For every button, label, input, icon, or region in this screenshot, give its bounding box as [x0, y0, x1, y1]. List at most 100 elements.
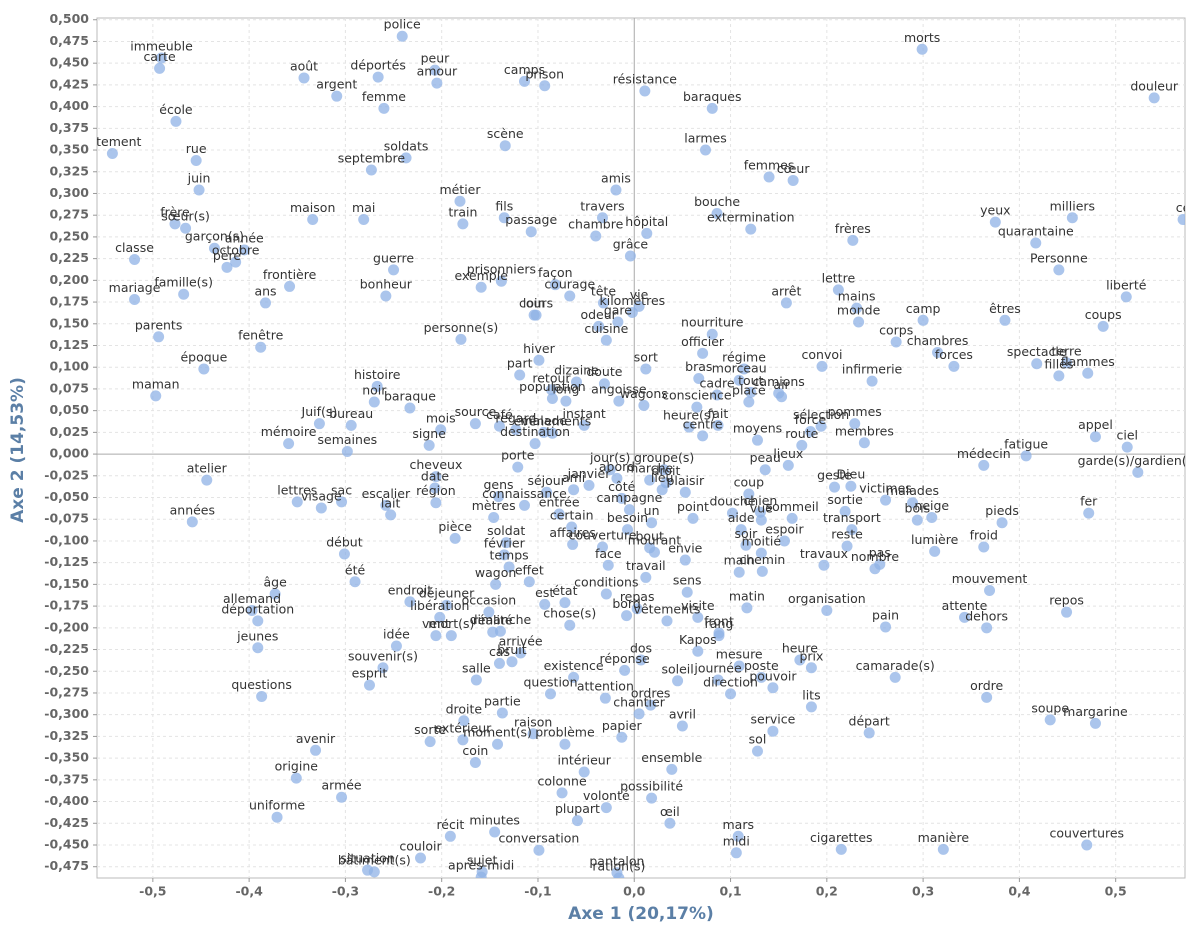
- point: [679, 486, 691, 498]
- point: [545, 384, 557, 396]
- point: [315, 502, 327, 514]
- point-label: wagon: [475, 565, 516, 580]
- point-label: flammes: [1061, 354, 1115, 369]
- point: [733, 660, 745, 672]
- point: [596, 212, 608, 224]
- point: [390, 640, 402, 652]
- point-label: Personne: [1030, 250, 1088, 265]
- point-label: bord: [612, 596, 640, 611]
- point: [415, 852, 427, 864]
- point-label: droite: [446, 701, 483, 716]
- point-label: fait: [708, 406, 729, 421]
- point-label: café: [486, 407, 513, 422]
- point-label: séjour: [527, 473, 566, 488]
- point-label: un: [644, 503, 660, 518]
- y-tick-label: -0,125: [44, 554, 89, 569]
- point-label: classe: [115, 240, 154, 255]
- point: [1081, 839, 1093, 851]
- point: [499, 140, 511, 152]
- point: [400, 152, 412, 164]
- point-label: bureau: [329, 406, 373, 421]
- point-label: lettre: [822, 270, 856, 285]
- point-label: existence: [544, 658, 604, 673]
- point: [430, 630, 442, 642]
- point: [711, 207, 723, 219]
- y-tick-label: 0,275: [49, 207, 89, 222]
- point: [331, 90, 343, 102]
- point: [1061, 606, 1073, 618]
- point-label: quarantaine: [998, 223, 1074, 238]
- point-label: tête: [591, 283, 616, 298]
- point-label: coups: [1085, 307, 1122, 322]
- point: [763, 171, 775, 183]
- point-label: chantier: [613, 694, 665, 709]
- point-label: courage: [544, 276, 595, 291]
- point-label: année: [225, 230, 264, 245]
- point-label: ordres: [631, 686, 671, 701]
- point: [503, 561, 515, 573]
- point: [198, 363, 210, 375]
- x-tick-label: -0,5: [139, 884, 166, 899]
- point: [599, 692, 611, 704]
- point: [368, 396, 380, 408]
- point-label: souvenir(s): [348, 648, 418, 663]
- point-label: camarade(s): [856, 658, 935, 673]
- point: [455, 333, 467, 345]
- point-label: campagne: [597, 490, 663, 505]
- point: [246, 604, 258, 616]
- point-label: histoire: [354, 367, 401, 382]
- point: [1177, 214, 1185, 226]
- point-label: mains: [838, 289, 876, 304]
- point: [658, 464, 670, 476]
- point: [1097, 320, 1109, 332]
- point-label: ensemble: [641, 750, 702, 765]
- point: [752, 434, 764, 446]
- point: [613, 395, 625, 407]
- point-label: connaissance: [482, 486, 567, 501]
- point: [529, 438, 541, 450]
- point: [498, 212, 510, 224]
- point-label: cours: [519, 296, 553, 311]
- point-label: conversation: [499, 831, 580, 846]
- point: [851, 302, 863, 314]
- point: [259, 297, 271, 309]
- point-label: frères: [835, 221, 871, 236]
- point: [978, 459, 990, 471]
- point: [510, 424, 522, 436]
- point-label: dizaine: [554, 362, 599, 377]
- point-label: fils: [495, 198, 513, 213]
- point-label: kilomètres: [599, 293, 665, 308]
- point-label: occasion: [462, 593, 517, 608]
- point: [880, 621, 892, 633]
- point: [269, 588, 281, 600]
- point: [518, 499, 530, 511]
- point: [602, 559, 614, 571]
- point: [926, 511, 938, 523]
- y-tick-label: -0,275: [44, 684, 89, 699]
- point-label: margarine: [1063, 704, 1128, 719]
- x-tick-label: 0,3: [912, 884, 934, 899]
- point: [604, 464, 616, 476]
- point: [984, 584, 996, 596]
- point: [252, 642, 264, 654]
- point-label: journée: [693, 660, 742, 675]
- point: [841, 540, 853, 552]
- point: [787, 174, 799, 186]
- point: [598, 378, 610, 390]
- point: [539, 598, 551, 610]
- point-label: artement: [83, 134, 141, 149]
- point: [458, 715, 470, 727]
- point-label: morceau: [712, 361, 767, 376]
- point: [619, 664, 631, 676]
- point-label: immeuble: [130, 38, 193, 53]
- point-label: wagons: [620, 386, 668, 401]
- point: [487, 626, 499, 638]
- point-label: façon: [538, 265, 573, 280]
- point: [560, 395, 572, 407]
- point: [528, 309, 540, 321]
- point-label: avenir: [296, 731, 336, 746]
- y-tick-label: 0,100: [49, 359, 89, 374]
- point-label: prison: [525, 66, 564, 81]
- point-label: camp: [906, 301, 941, 316]
